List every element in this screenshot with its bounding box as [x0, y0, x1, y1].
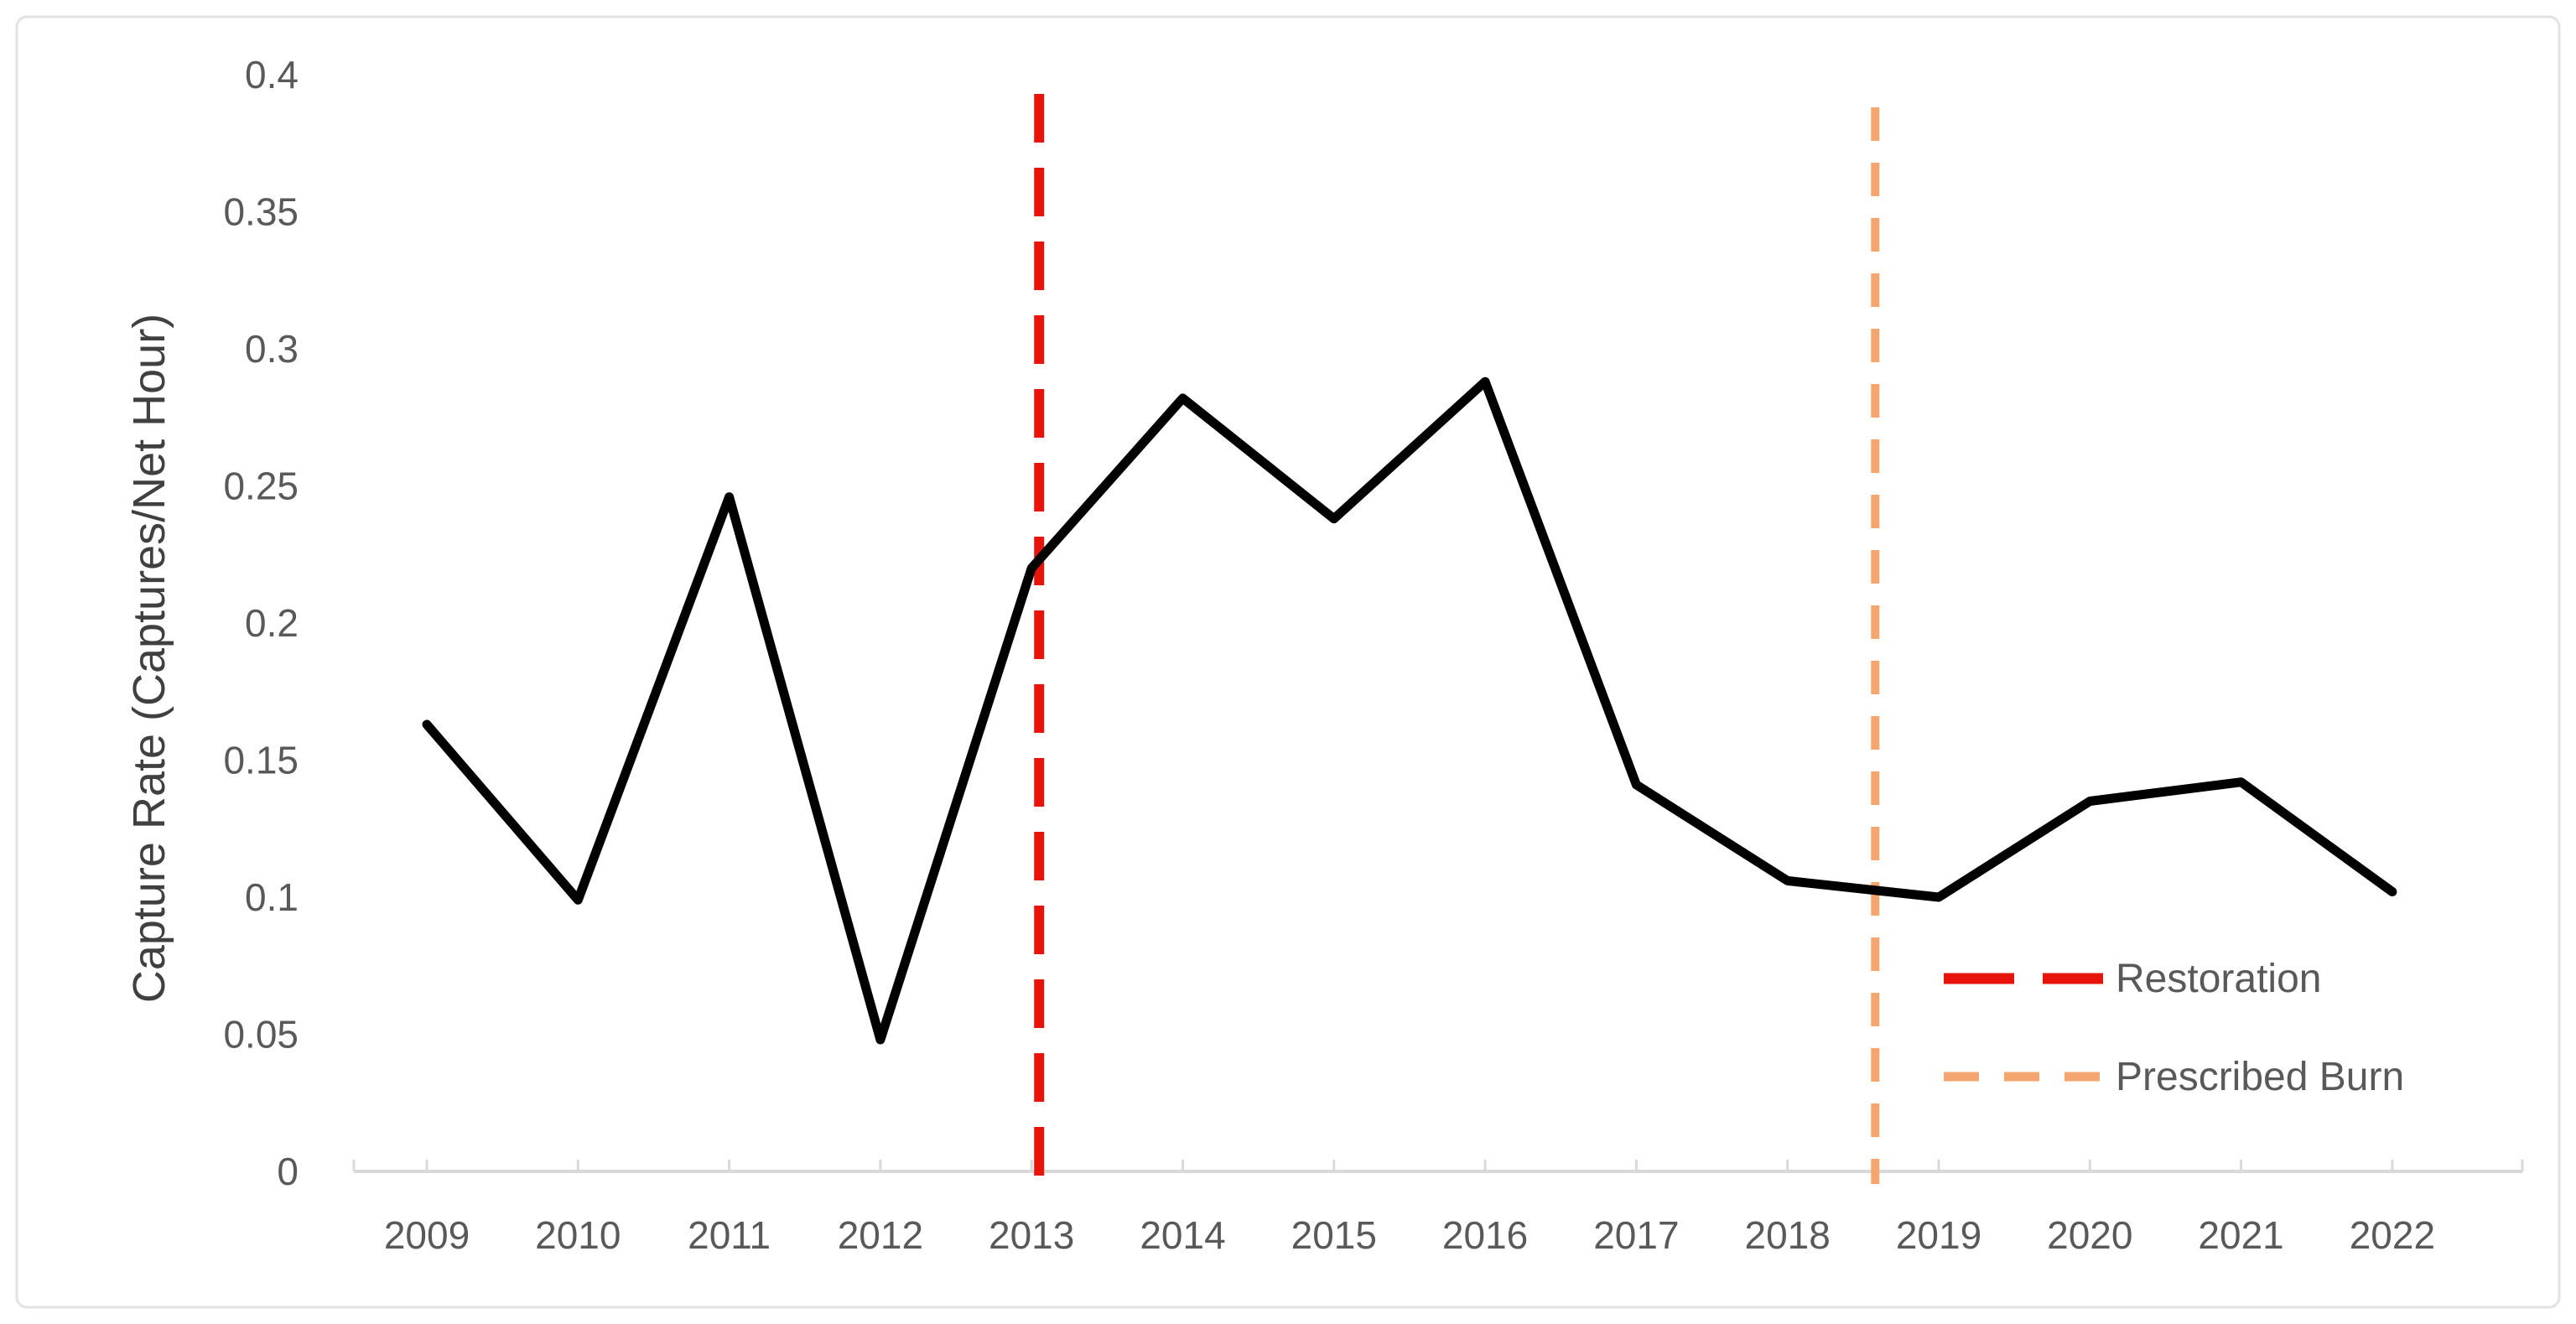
x-axis-label-2012: 2012 [838, 1213, 923, 1257]
y-axis-tick-label: 0.25 [223, 465, 299, 508]
x-axis-label-2016: 2016 [1442, 1213, 1528, 1257]
x-axis-label-2010: 2010 [535, 1213, 621, 1257]
prescribed-burn-legend-label: Prescribed Burn [2116, 1055, 2404, 1099]
y-axis-tick-label: 0 [277, 1150, 299, 1193]
y-axis-tick-label: 0.05 [223, 1013, 299, 1057]
x-axis-label-2013: 2013 [989, 1213, 1074, 1257]
x-axis-label-2015: 2015 [1291, 1213, 1377, 1257]
legend-item-prescribed-burn: Prescribed Burn [1944, 1055, 2404, 1099]
x-axis-label-2011: 2011 [688, 1213, 771, 1257]
legend-item-restoration: Restoration [1944, 957, 2321, 1001]
figure-border [15, 15, 2561, 1309]
y-axis-tick-label: 0.3 [245, 327, 299, 371]
x-axis-label-2020: 2020 [2047, 1213, 2132, 1257]
x-axis-label-2009: 2009 [384, 1213, 470, 1257]
x-axis-label-2017: 2017 [1593, 1213, 1679, 1257]
y-axis-tick-label: 0.4 [245, 53, 299, 96]
x-axis-label-2019: 2019 [1896, 1213, 1981, 1257]
restoration-legend-label: Restoration [2116, 957, 2321, 1001]
x-axis-label-2014: 2014 [1140, 1213, 1225, 1257]
y-axis-tick-label: 0.1 [245, 875, 299, 919]
y-axis-tick-label: 0.15 [223, 739, 299, 782]
capture-rate-line [422, 376, 2397, 1045]
x-axis-label-2022: 2022 [2350, 1213, 2435, 1257]
y-axis-title: Capture Rate (Captures/Net Hour) [124, 314, 174, 1003]
x-axis-label-2018: 2018 [1745, 1213, 1831, 1257]
x-axis-label-2021: 2021 [2198, 1213, 2283, 1257]
legend: Restoration Prescribed Burn [1944, 957, 2404, 1099]
y-axis-tick-label: 0.2 [245, 601, 299, 645]
y-axis-tick-label: 0.35 [223, 190, 299, 234]
